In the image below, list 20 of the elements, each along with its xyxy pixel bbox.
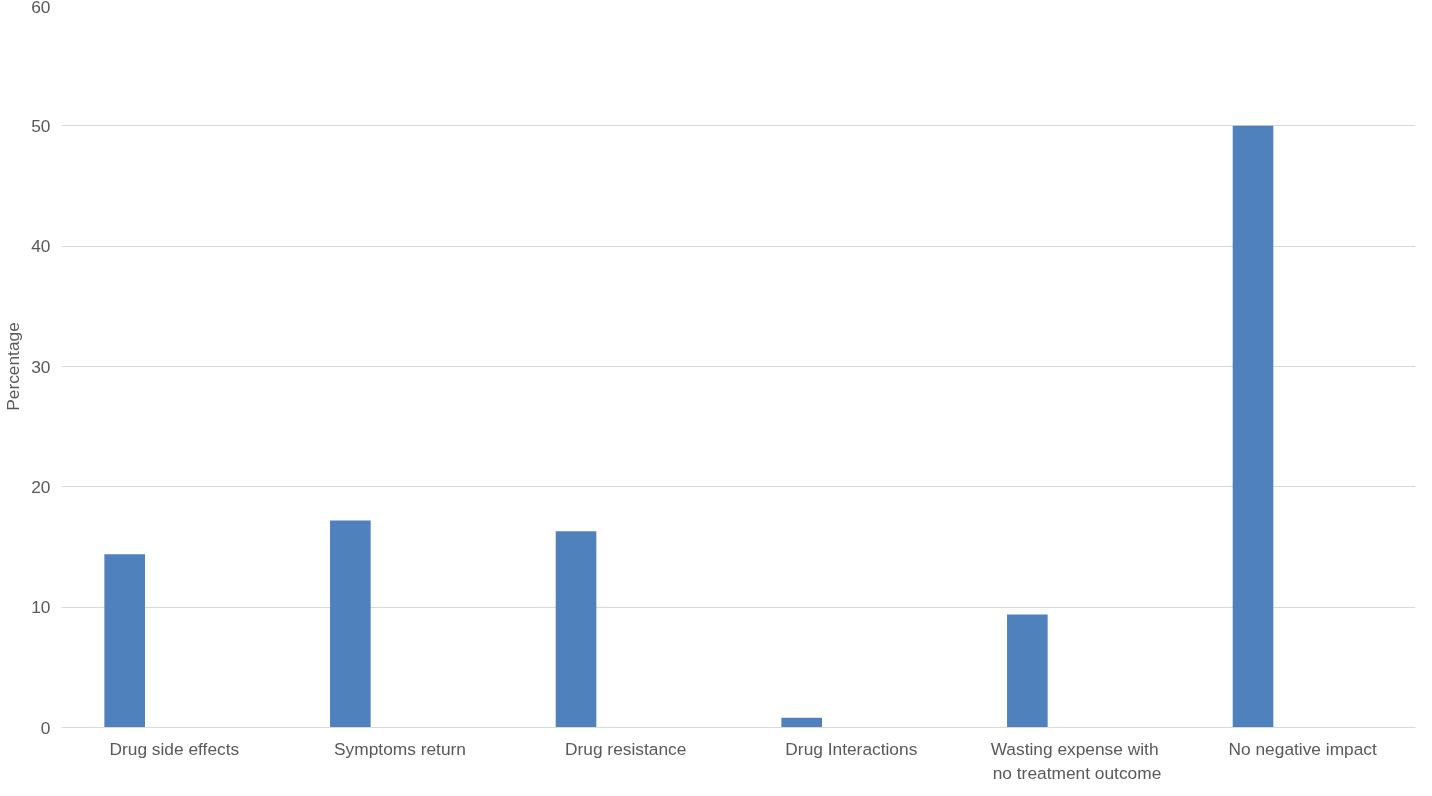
y-tick-label: 20 xyxy=(31,476,51,497)
y-axis-title: Percentage xyxy=(3,322,24,411)
bar xyxy=(104,554,145,728)
y-tick-label: 60 xyxy=(31,0,51,17)
bar xyxy=(1232,125,1274,728)
y-tick-label: 50 xyxy=(31,115,51,136)
bar xyxy=(330,520,371,728)
y-tick-label: 0 xyxy=(40,717,51,738)
bar xyxy=(1007,614,1048,728)
x-tick-label: Wasting expense with no treatment outcome xyxy=(990,738,1162,783)
y-tick-label: 40 xyxy=(31,236,51,257)
x-tick-label: Symptoms return xyxy=(334,738,466,759)
y-tick-label: 10 xyxy=(31,597,51,618)
bar xyxy=(555,531,597,728)
x-tick-label: Drug Interactions xyxy=(785,738,918,759)
x-tick-label: Drug resistance xyxy=(564,738,687,759)
x-tick-label: No negative impact xyxy=(1228,738,1378,759)
y-tick-label: 30 xyxy=(31,356,51,377)
x-tick-label: Drug side effects xyxy=(109,738,240,759)
bar xyxy=(781,717,822,728)
